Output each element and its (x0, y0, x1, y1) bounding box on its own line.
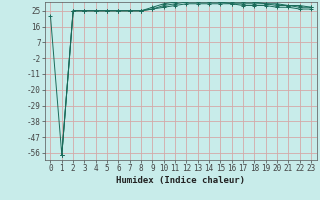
X-axis label: Humidex (Indice chaleur): Humidex (Indice chaleur) (116, 176, 245, 185)
